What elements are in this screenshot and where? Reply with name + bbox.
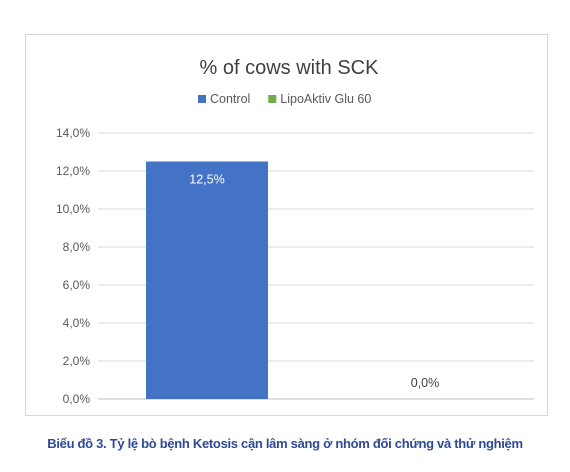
bar-chart: % of cows with SCK Control LipoAktiv Glu 6… (56, 57, 534, 406)
y-tick-label: 10,0% (56, 202, 90, 216)
figure-caption: Biểu đồ 3. Tỷ lệ bò bệnh Ketosis cận lâm… (47, 436, 523, 451)
y-tick-label: 4,0% (63, 316, 91, 330)
legend-label-1: LipoAktiv Glu 60 (280, 92, 371, 106)
y-tick-label: 8,0% (63, 240, 91, 254)
y-tick-label: 0,0% (63, 392, 91, 406)
y-tick-label: 2,0% (63, 354, 91, 368)
legend-swatch-0 (198, 95, 206, 103)
legend-swatch-1 (268, 95, 277, 103)
data-label-0: 12,5% (189, 173, 224, 187)
chart-area: % of cows with SCK Control LipoAktiv Glu 6… (25, 34, 548, 416)
y-tick-label: 12,0% (56, 164, 90, 178)
chart-title: % of cows with SCK (200, 57, 380, 79)
data-label-1: 0,0% (411, 376, 440, 390)
bar-0 (146, 161, 268, 399)
legend-label-0: Control (210, 92, 250, 106)
y-tick-label: 6,0% (63, 278, 91, 292)
y-tick-label: 14,0% (56, 126, 90, 140)
